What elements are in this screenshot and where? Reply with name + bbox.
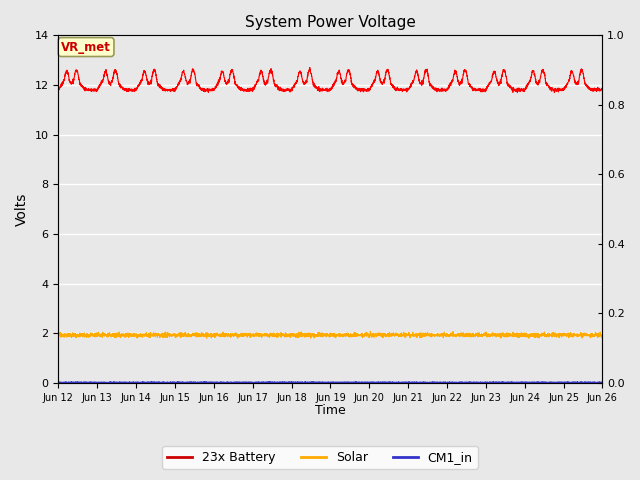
- Solar: [525, 336, 532, 341]
- CM1_in: [582, 379, 590, 385]
- CM1_in: [314, 379, 321, 385]
- CM1_in: [64, 380, 72, 386]
- CM1_in: [555, 380, 563, 385]
- Legend: 23x Battery, Solar, CM1_in: 23x Battery, Solar, CM1_in: [163, 446, 477, 469]
- CM1_in: [284, 380, 291, 385]
- CM1_in: [598, 380, 606, 385]
- Line: 23x Battery: 23x Battery: [58, 68, 602, 93]
- Y-axis label: Volts: Volts: [15, 192, 29, 226]
- Solar: [582, 331, 590, 336]
- 23x Battery: [555, 85, 563, 91]
- Text: VR_met: VR_met: [61, 40, 111, 54]
- 23x Battery: [313, 85, 321, 91]
- 23x Battery: [287, 87, 295, 93]
- 23x Battery: [306, 65, 314, 71]
- 23x Battery: [582, 82, 590, 88]
- CM1_in: [159, 379, 167, 384]
- Solar: [287, 333, 295, 338]
- 23x Battery: [54, 86, 62, 92]
- Solar: [449, 329, 457, 335]
- Solar: [450, 332, 458, 337]
- Line: Solar: Solar: [58, 332, 602, 338]
- Title: System Power Voltage: System Power Voltage: [245, 15, 416, 30]
- 23x Battery: [598, 86, 606, 92]
- Solar: [54, 332, 62, 337]
- Line: CM1_in: CM1_in: [58, 382, 602, 383]
- CM1_in: [288, 380, 296, 385]
- Solar: [313, 333, 321, 339]
- CM1_in: [450, 380, 458, 385]
- CM1_in: [54, 380, 62, 385]
- 23x Battery: [550, 90, 558, 96]
- X-axis label: Time: Time: [315, 404, 346, 417]
- 23x Battery: [450, 72, 458, 78]
- Solar: [598, 331, 606, 337]
- 23x Battery: [283, 87, 291, 93]
- Solar: [555, 331, 563, 337]
- Solar: [283, 332, 291, 337]
